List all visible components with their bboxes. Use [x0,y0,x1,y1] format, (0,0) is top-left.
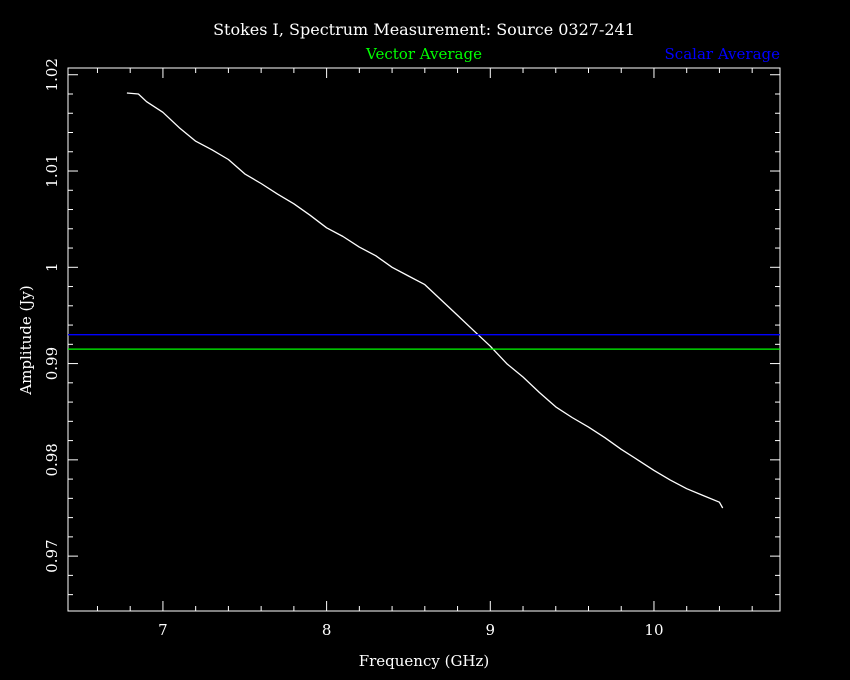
series-line-stokes-i [126,92,724,509]
legend-scalar-average: Scalar Average [665,45,781,63]
x-tick-label: 8 [322,621,332,639]
y-axis-label: Amplitude (Jy) [17,285,35,395]
y-tick-label: 1.01 [43,154,61,187]
plot-frame [67,67,781,612]
tick-marks [68,68,780,611]
y-tick-label: 1 [43,263,61,273]
x-tick-label: 9 [486,621,496,639]
chart-title: Stokes I, Spectrum Measurement: Source 0… [213,20,635,39]
y-tick-label: 0.98 [43,443,61,476]
series-layer [68,92,780,509]
x-tick-label: 7 [158,621,168,639]
tick-labels: 7 8 9 10 0.97 0.98 0.99 1 1.01 1.02 [43,58,664,639]
x-axis-label: Frequency (GHz) [359,652,490,670]
y-tick-label: 0.97 [43,539,61,572]
legend-vector-average: Vector Average [365,45,482,63]
y-tick-label: 0.99 [43,347,61,380]
y-tick-label: 1.02 [43,58,61,91]
x-tick-label: 10 [644,621,663,639]
